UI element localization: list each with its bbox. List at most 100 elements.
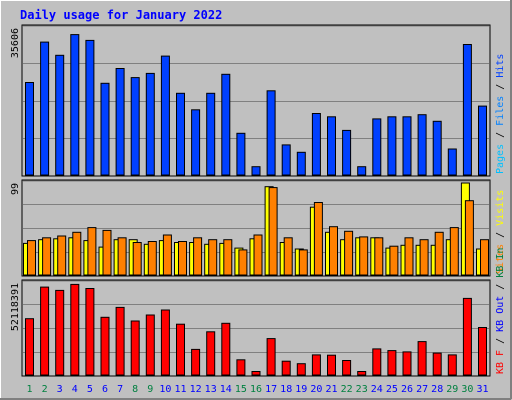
kbytes-legend: KB F / KB Out / KB In	[495, 248, 506, 374]
hits-bar-hits-day-22	[342, 129, 352, 176]
hits-bar-hits-day-14	[221, 73, 231, 176]
kbytes-bar-kb-f-day-25	[387, 350, 397, 376]
visits-bar-sites-day-4	[72, 231, 82, 276]
visits-bar-sites-day-24	[374, 237, 384, 276]
day-label-1: 1	[26, 384, 32, 395]
visits-bar-sites-day-30	[464, 200, 474, 276]
visits-bar-sites-day-31	[480, 239, 489, 276]
kbytes-legend-separator: /	[495, 332, 506, 350]
visits-bar-sites-day-5	[87, 227, 97, 276]
kbytes-bar-kb-f-day-15	[236, 359, 246, 376]
hits-bar-hits-day-23	[357, 166, 367, 176]
visits-bar-sites-day-23	[359, 236, 369, 276]
day-label-16: 16	[250, 384, 262, 395]
hits-bar-hits-day-24	[372, 118, 382, 176]
hits-bar-hits-day-8	[130, 77, 140, 176]
visits-bar-sites-day-2	[42, 237, 52, 276]
kbytes-bar-kb-f-day-16	[251, 371, 261, 376]
hits-bar-hits-day-2	[40, 41, 50, 176]
visits-bar-sites-day-15	[238, 249, 248, 276]
day-label-13: 13	[205, 384, 217, 395]
hits-bar-hits-day-27	[417, 114, 427, 176]
day-labels: 1 2 3 4 5 6 7 8 9 10 11 12 13 14 15 16 17 18 19 20 21 22 23 24 2…	[26, 384, 488, 395]
kbytes-bar-kb-f-day-28	[432, 352, 442, 376]
hits-legend-separator: /	[495, 78, 506, 96]
hits-bar-hits-day-20	[311, 113, 321, 176]
day-label-19: 19	[295, 384, 307, 395]
kbytes-bar-kb-f-day-27	[417, 341, 427, 376]
hits-bar-hits-day-16	[251, 166, 261, 176]
hits-legend-item: Files	[495, 96, 506, 126]
hits-bar-hits-day-31	[478, 105, 487, 176]
visits-bar-sites-day-25	[389, 245, 399, 276]
day-label-18: 18	[280, 384, 292, 395]
hits-bar-hits-day-13	[206, 92, 216, 176]
visits-bar-sites-day-16	[253, 234, 263, 276]
visits-bar-sites-day-17	[268, 187, 278, 276]
hits-bar-hits-day-19	[296, 151, 306, 176]
day-label-21: 21	[325, 384, 337, 395]
visits-bar-sites-day-7	[117, 237, 127, 276]
day-label-11: 11	[174, 384, 186, 395]
kbytes-bar-kb-f-day-30	[462, 297, 472, 376]
kbytes-ymax-label: 52118391	[10, 283, 21, 331]
kbytes-bar-kb-f-day-29	[447, 354, 457, 376]
kbytes-bar-kb-f-day-5	[85, 288, 95, 376]
hits-bar-hits-day-3	[55, 54, 65, 176]
visits-bar-sites-day-26	[404, 237, 414, 276]
day-label-7: 7	[117, 384, 123, 395]
hits-bar-hits-day-6	[100, 82, 110, 176]
hits-bar-hits-day-30	[462, 44, 472, 176]
hits-legend-item: Hits	[495, 54, 506, 78]
kbytes-bar-kb-f-day-18	[281, 360, 291, 376]
day-label-23: 23	[356, 384, 368, 395]
hits-bar-hits-day-21	[327, 116, 336, 176]
kbytes-bar-kb-f-day-22	[342, 360, 352, 376]
day-label-10: 10	[159, 384, 171, 395]
day-label-17: 17	[265, 384, 277, 395]
hits-bar-hits-day-26	[402, 116, 412, 176]
day-label-15: 15	[235, 384, 247, 395]
kbytes-bar-kb-f-day-12	[191, 348, 201, 376]
day-label-26: 26	[401, 384, 413, 395]
kbytes-legend-item: KB F	[495, 350, 506, 374]
kbytes-legend-item: KB In	[495, 248, 506, 278]
visits-bar-sites-day-12	[193, 237, 203, 276]
kbytes-legend-separator: /	[495, 278, 506, 296]
kbytes-bar-kb-f-day-19	[296, 363, 306, 376]
kbytes-bar-kb-f-day-21	[327, 354, 336, 376]
visits-bar-sites-day-29	[449, 227, 459, 276]
visits-ymax-label: 99	[10, 183, 21, 195]
day-label-22: 22	[341, 384, 353, 395]
visits-bar-sites-day-19	[298, 249, 308, 276]
day-label-25: 25	[386, 384, 398, 395]
day-label-12: 12	[190, 384, 202, 395]
kbytes-bar-kb-f-day-20	[311, 354, 321, 376]
visits-bar-sites-day-22	[344, 230, 354, 276]
day-label-20: 20	[310, 384, 322, 395]
visits-bar-sites-day-9	[147, 241, 157, 276]
day-label-8: 8	[132, 384, 138, 395]
kbytes-bar-kb-f-day-14	[221, 322, 231, 376]
hits-ymax-label: 35606	[10, 28, 21, 58]
kbytes-bar-kb-f-day-24	[372, 348, 382, 376]
hits-bar-hits-day-18	[281, 144, 291, 176]
hits-legend-separator: /	[495, 126, 506, 144]
kbytes-bar-kb-f-day-26	[402, 351, 412, 376]
day-label-24: 24	[371, 384, 383, 395]
day-label-29: 29	[446, 384, 458, 395]
visits-legend: Sites / Visits	[495, 190, 506, 274]
kbytes-bar-kb-f-day-9	[145, 314, 155, 376]
day-label-28: 28	[431, 384, 443, 395]
hits-bar-hits-day-17	[266, 90, 276, 176]
day-label-3: 3	[57, 384, 63, 395]
kbytes-bar-kb-f-day-3	[55, 289, 65, 376]
day-label-9: 9	[147, 384, 153, 395]
day-label-14: 14	[220, 384, 232, 395]
visits-bar-sites-day-28	[434, 231, 444, 276]
kbytes-bar-kb-f-day-4	[70, 283, 80, 376]
kbytes-bar-kb-f-day-8	[130, 320, 140, 376]
visits-legend-separator: /	[495, 226, 506, 244]
